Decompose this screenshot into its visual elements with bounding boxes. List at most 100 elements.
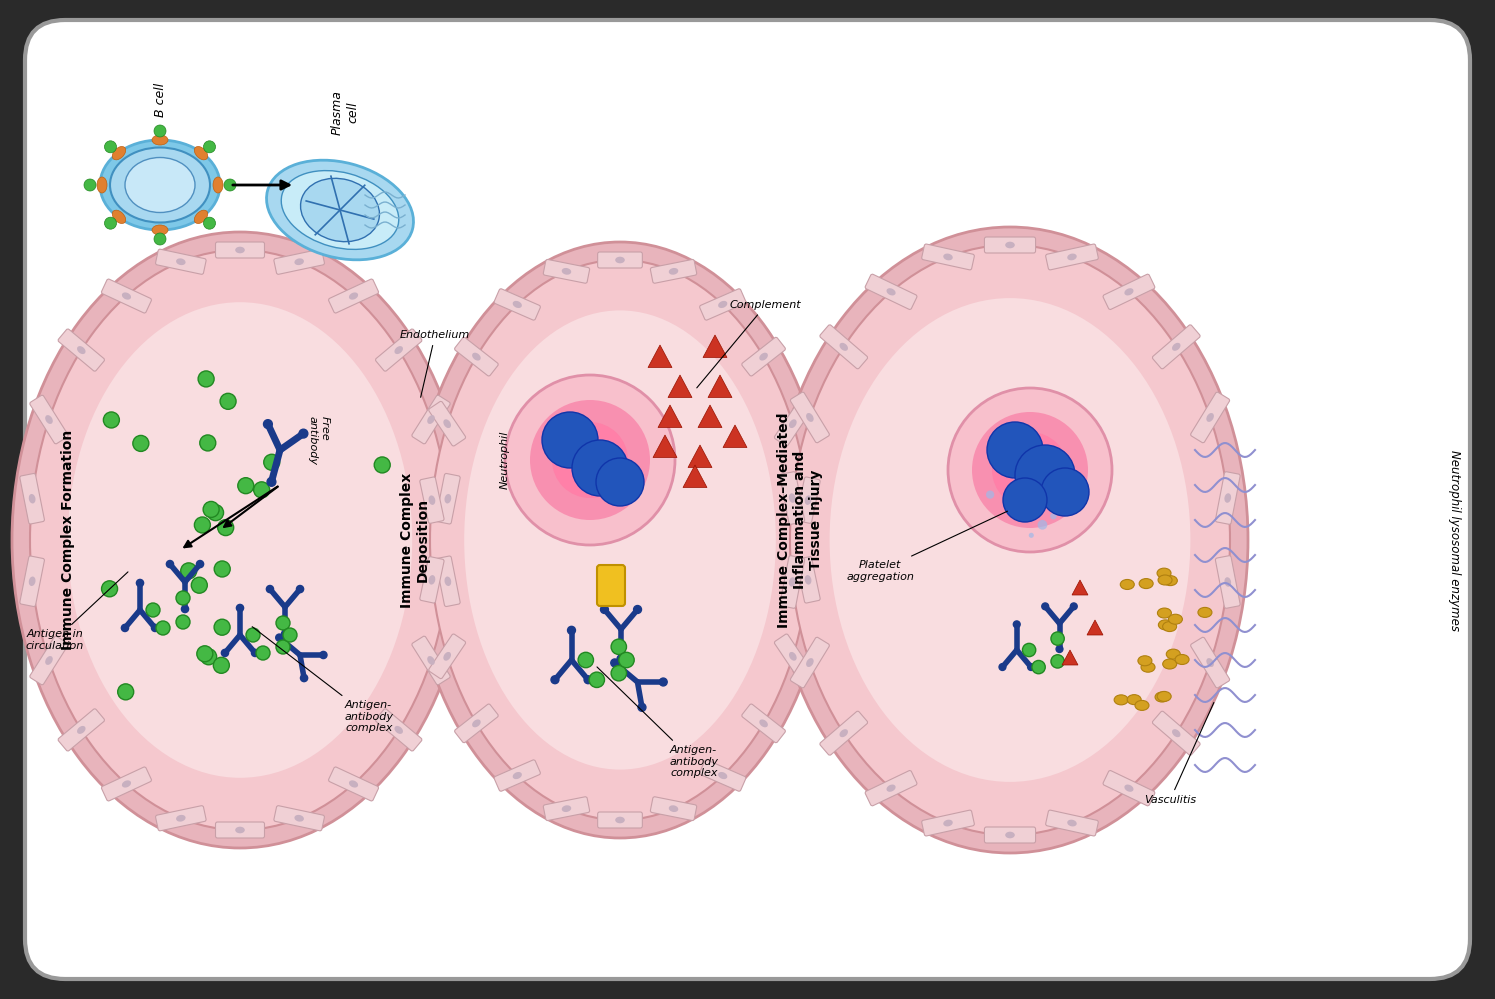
Polygon shape xyxy=(1072,580,1088,595)
Circle shape xyxy=(277,640,290,654)
Circle shape xyxy=(236,604,244,611)
Circle shape xyxy=(1023,508,1032,517)
FancyBboxPatch shape xyxy=(774,634,812,678)
FancyBboxPatch shape xyxy=(454,338,498,376)
Circle shape xyxy=(1023,643,1036,656)
FancyBboxPatch shape xyxy=(650,260,697,284)
Circle shape xyxy=(208,504,224,520)
Circle shape xyxy=(154,233,166,245)
Circle shape xyxy=(567,437,602,473)
FancyBboxPatch shape xyxy=(274,249,324,275)
Ellipse shape xyxy=(235,827,245,833)
Circle shape xyxy=(268,478,277,487)
FancyBboxPatch shape xyxy=(791,393,830,443)
Ellipse shape xyxy=(1120,579,1135,589)
Ellipse shape xyxy=(1159,619,1172,629)
FancyBboxPatch shape xyxy=(795,477,821,523)
Circle shape xyxy=(283,628,298,642)
Ellipse shape xyxy=(472,719,481,727)
FancyBboxPatch shape xyxy=(495,760,540,791)
Circle shape xyxy=(531,400,650,520)
Ellipse shape xyxy=(111,148,209,223)
Circle shape xyxy=(238,478,254,494)
Ellipse shape xyxy=(1005,832,1015,838)
Ellipse shape xyxy=(887,784,896,792)
Ellipse shape xyxy=(840,729,848,737)
Circle shape xyxy=(224,179,236,191)
Ellipse shape xyxy=(429,575,435,584)
Circle shape xyxy=(275,634,283,641)
Ellipse shape xyxy=(1067,819,1076,826)
Circle shape xyxy=(1042,603,1048,609)
Ellipse shape xyxy=(771,227,1248,853)
FancyBboxPatch shape xyxy=(774,402,812,446)
Text: Vasculitis: Vasculitis xyxy=(1144,702,1214,805)
Polygon shape xyxy=(703,335,727,358)
Ellipse shape xyxy=(444,652,451,660)
Circle shape xyxy=(987,491,994,499)
Ellipse shape xyxy=(513,301,522,308)
Ellipse shape xyxy=(1124,288,1133,296)
Ellipse shape xyxy=(1156,692,1169,702)
FancyBboxPatch shape xyxy=(1190,637,1230,688)
Ellipse shape xyxy=(943,819,952,826)
Circle shape xyxy=(256,646,271,660)
Ellipse shape xyxy=(668,268,679,275)
FancyBboxPatch shape xyxy=(1153,711,1200,755)
Text: Antigen in
circulation: Antigen in circulation xyxy=(25,571,129,650)
Ellipse shape xyxy=(562,805,571,812)
Circle shape xyxy=(176,615,190,629)
FancyBboxPatch shape xyxy=(420,477,444,523)
Polygon shape xyxy=(1087,620,1103,635)
Text: Antigen-
antibody
complex: Antigen- antibody complex xyxy=(597,667,719,778)
Ellipse shape xyxy=(413,242,828,838)
Circle shape xyxy=(1003,478,1046,522)
Ellipse shape xyxy=(1139,578,1153,588)
Circle shape xyxy=(296,585,303,592)
Ellipse shape xyxy=(45,416,52,424)
Circle shape xyxy=(263,455,280,471)
Circle shape xyxy=(585,675,592,683)
Ellipse shape xyxy=(78,726,85,734)
Ellipse shape xyxy=(1157,608,1172,618)
Ellipse shape xyxy=(789,245,1230,835)
Circle shape xyxy=(176,591,190,605)
Circle shape xyxy=(266,585,274,592)
FancyBboxPatch shape xyxy=(19,474,45,524)
FancyBboxPatch shape xyxy=(411,396,450,444)
Circle shape xyxy=(191,577,208,593)
Circle shape xyxy=(84,179,96,191)
Circle shape xyxy=(617,655,625,663)
Circle shape xyxy=(300,674,308,681)
Circle shape xyxy=(1032,503,1039,511)
FancyBboxPatch shape xyxy=(700,289,746,320)
Ellipse shape xyxy=(465,311,776,769)
FancyBboxPatch shape xyxy=(543,797,589,820)
Polygon shape xyxy=(658,405,682,428)
Circle shape xyxy=(552,675,559,683)
Circle shape xyxy=(601,605,608,613)
Ellipse shape xyxy=(513,772,522,779)
Circle shape xyxy=(1055,490,1061,496)
Ellipse shape xyxy=(1157,691,1171,701)
Ellipse shape xyxy=(431,260,810,820)
FancyBboxPatch shape xyxy=(866,274,916,310)
Ellipse shape xyxy=(718,772,727,779)
Circle shape xyxy=(203,141,215,153)
Circle shape xyxy=(1038,519,1048,529)
FancyBboxPatch shape xyxy=(274,805,324,831)
Ellipse shape xyxy=(804,496,812,504)
Circle shape xyxy=(263,420,272,429)
Circle shape xyxy=(993,432,1067,508)
Ellipse shape xyxy=(1224,577,1230,586)
FancyBboxPatch shape xyxy=(1103,770,1154,806)
FancyBboxPatch shape xyxy=(58,329,105,372)
Ellipse shape xyxy=(806,658,813,667)
Circle shape xyxy=(1008,447,1044,483)
FancyBboxPatch shape xyxy=(25,20,1470,979)
Circle shape xyxy=(543,412,598,468)
Circle shape xyxy=(634,605,641,613)
Circle shape xyxy=(299,430,308,438)
FancyBboxPatch shape xyxy=(791,637,830,688)
FancyBboxPatch shape xyxy=(1153,325,1200,369)
